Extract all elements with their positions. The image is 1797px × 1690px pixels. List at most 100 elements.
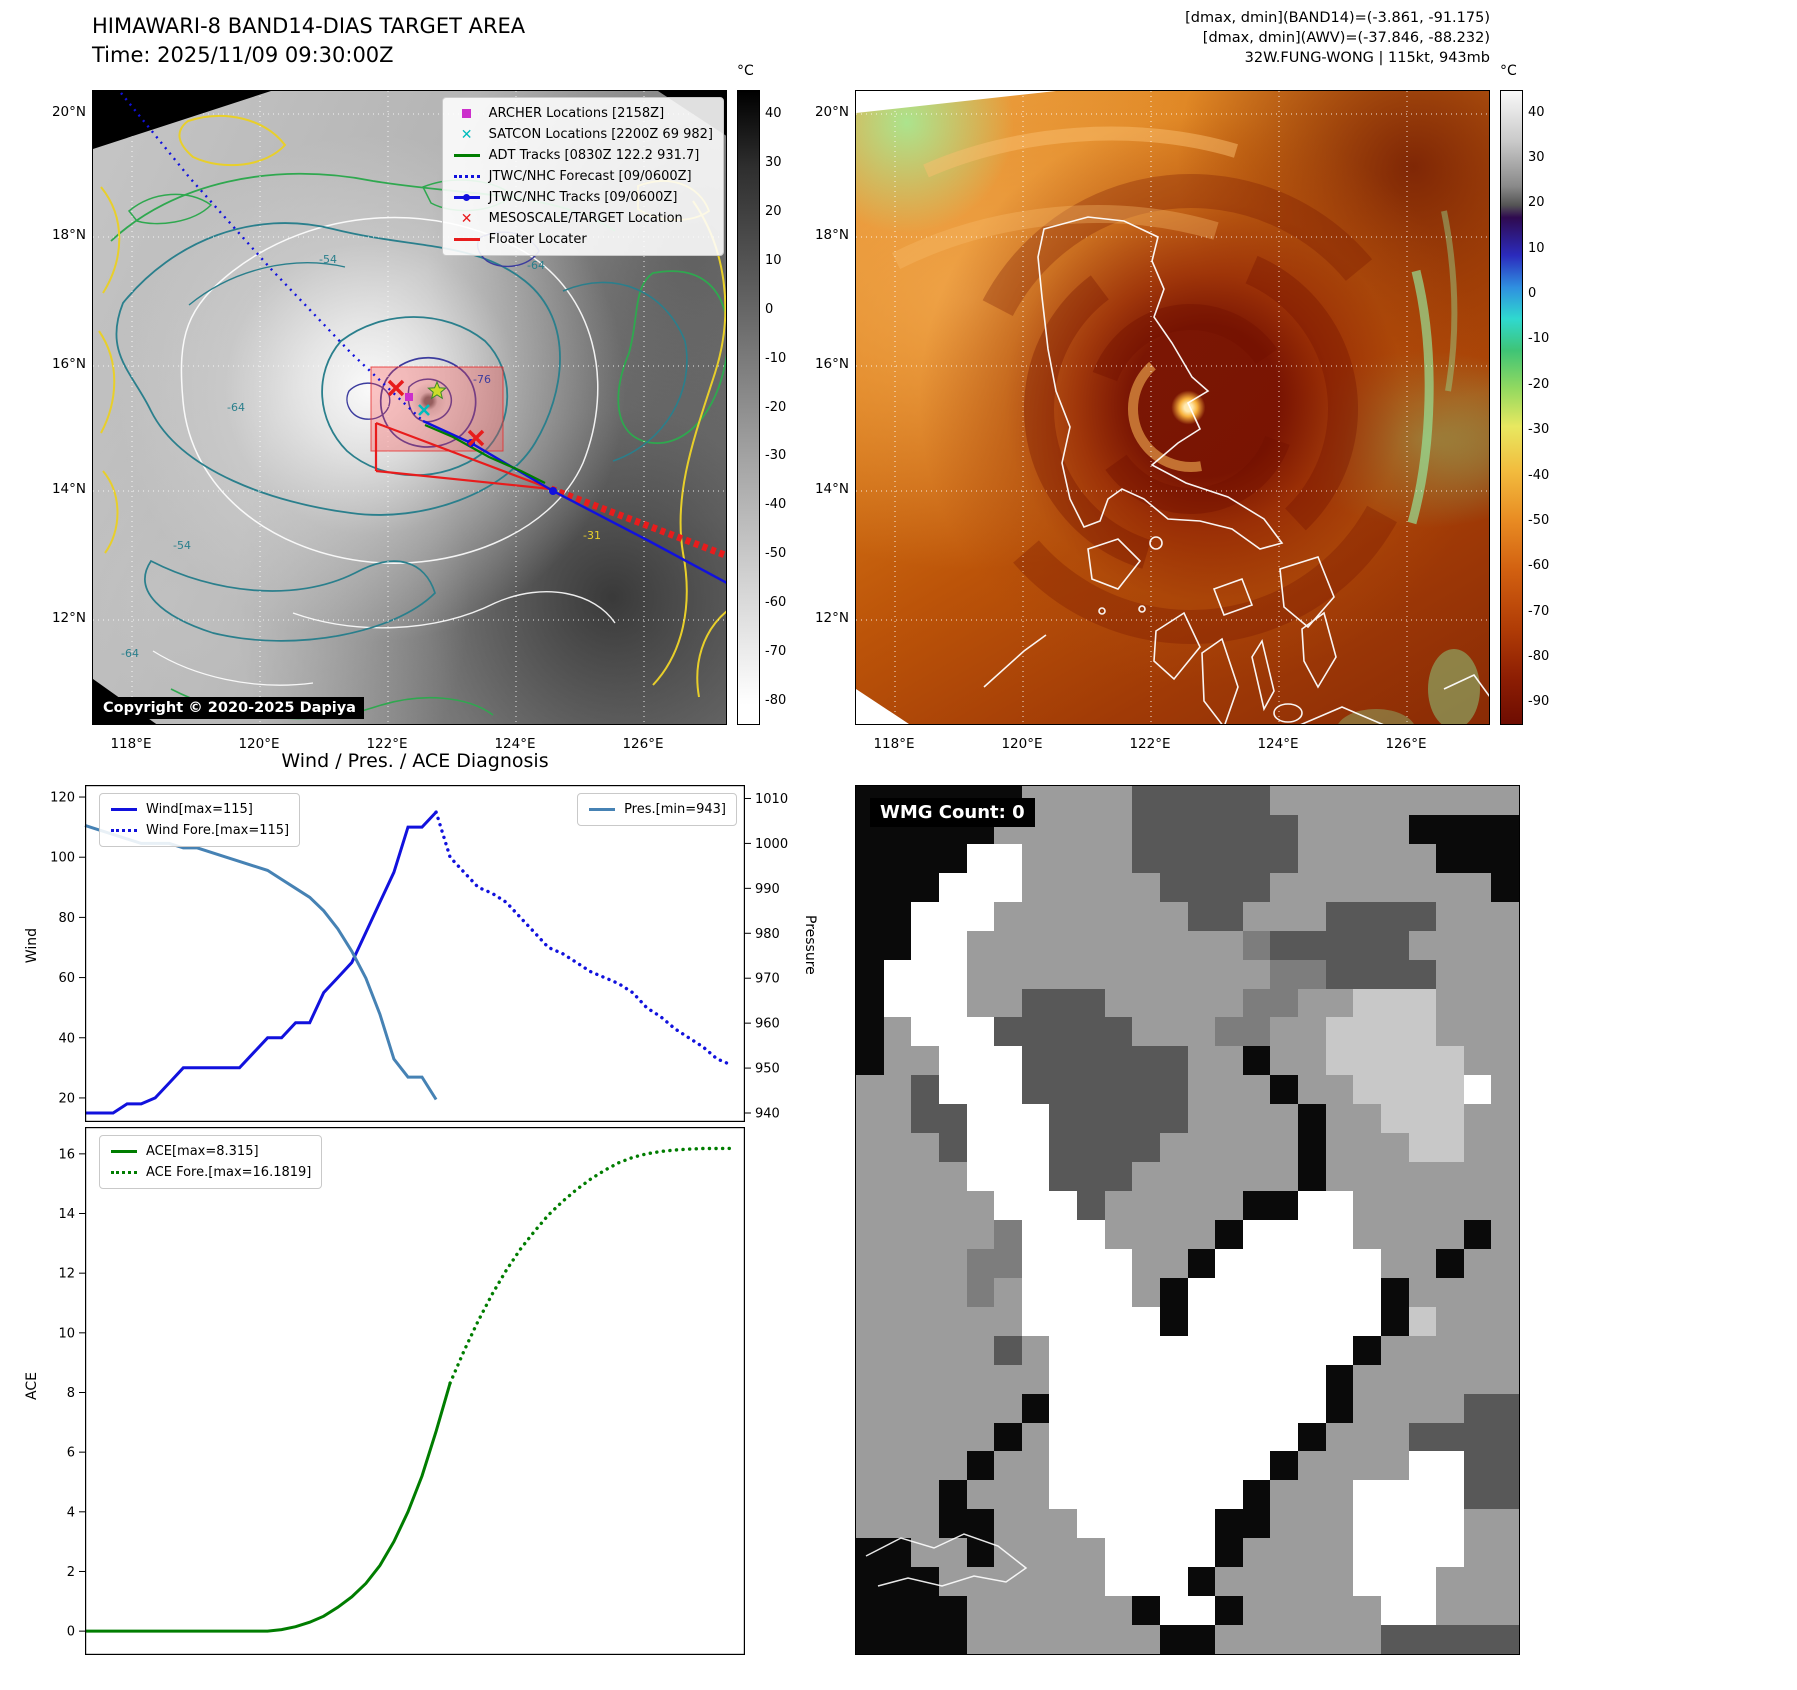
wmg-cell (1132, 1567, 1160, 1597)
wmg-cell (1270, 843, 1298, 873)
wmg-cell (994, 1104, 1022, 1134)
wmg-cell (1077, 930, 1105, 960)
band14-colorbar (737, 90, 760, 725)
wmg-cell (1353, 1133, 1381, 1163)
wmg-cell (1159, 843, 1188, 873)
wmg-cell (1491, 1306, 1519, 1336)
wmg-cell (1132, 1017, 1160, 1047)
wmg-cell (1159, 1422, 1188, 1452)
wmg-cell (1408, 1625, 1437, 1654)
wmg-cell (1491, 1509, 1519, 1539)
wmg-cell (1104, 1306, 1133, 1336)
wmg-cell (938, 1248, 967, 1278)
wmg-cell (1463, 901, 1492, 931)
tick-label: 970 (755, 972, 780, 987)
wmg-cell (1298, 901, 1326, 931)
wmg-cell (1491, 1191, 1519, 1220)
wmg-cell (1380, 930, 1409, 960)
wmg-cell (1325, 988, 1354, 1018)
wmg-cell (1242, 1306, 1271, 1336)
wmg-cell (938, 1509, 967, 1539)
wmg-cell (856, 1567, 884, 1597)
tick-label: 20 (1528, 195, 1545, 211)
wmg-cell (1380, 1075, 1409, 1105)
wmg-cell (1242, 1422, 1271, 1452)
wmg-cell (1132, 1538, 1160, 1568)
wmg-cell (1077, 1596, 1105, 1626)
band14-colorbar-unit: °C (737, 63, 754, 79)
tick-label: 40 (1528, 104, 1545, 120)
wmg-cell (1104, 1248, 1133, 1278)
wmg-cell (1325, 1133, 1354, 1163)
wmg-cell (883, 1219, 912, 1249)
wmg-cell (1159, 1393, 1188, 1423)
wmg-cell (1132, 786, 1160, 815)
wmg-cell (938, 843, 967, 873)
wmg-cell (1049, 1248, 1077, 1278)
wmg-cell (1353, 1191, 1381, 1220)
wmg-count-label: WMG Count: 0 (870, 798, 1035, 827)
wmg-cell (1049, 872, 1077, 902)
wmg-cell (1270, 1393, 1298, 1423)
wmg-cell (1159, 1075, 1188, 1105)
wmg-cell (1159, 1191, 1188, 1220)
wmg-cell (1353, 1075, 1381, 1105)
wmg-cell (1132, 1480, 1160, 1510)
wmg-cell (1077, 988, 1105, 1018)
wmg-cell (1159, 1567, 1188, 1597)
wmg-cell (1298, 786, 1326, 815)
wmg-cell (994, 843, 1022, 873)
wmg-cell (1021, 959, 1050, 989)
wmg-cell (1242, 959, 1271, 989)
wmg-cell (938, 1306, 967, 1336)
wmg-cell (1021, 1219, 1050, 1249)
tick-label: 30 (1528, 150, 1545, 166)
wmg-cell (1187, 901, 1216, 931)
tick-label: -30 (1528, 422, 1550, 438)
wmg-cell (1104, 1191, 1133, 1220)
tick-label: 20°N (814, 104, 849, 120)
wmg-cell (1325, 1422, 1354, 1452)
tick-label: 18°N (814, 227, 849, 243)
ace-legend: ACE[max=8.315] ACE Fore.[max=16.1819] (99, 1135, 323, 1189)
tick-label: 1000 (755, 837, 788, 852)
wmg-cell (911, 1306, 939, 1336)
wmg-cell (1436, 930, 1464, 960)
wmg-cell (1270, 1538, 1298, 1568)
wmg-cell (883, 1075, 912, 1105)
wmg-cell (1021, 843, 1050, 873)
tick-label: 8 (67, 1386, 75, 1401)
wmg-cell (1436, 1422, 1464, 1452)
wmg-cell (1491, 1422, 1519, 1452)
wmg-cell (966, 1191, 995, 1220)
wmg-cell (911, 1480, 939, 1510)
wmg-cell (1353, 1219, 1381, 1249)
wmg-cell (1215, 1133, 1243, 1163)
wmg-cell (1159, 1133, 1188, 1163)
pressure-legend: Pres.[min=943] (577, 793, 737, 826)
wmg-cell (1463, 1046, 1492, 1076)
dotted-blue-icon (453, 170, 481, 184)
wmg-cell (1380, 1162, 1409, 1192)
band14-colorbar-ticks: 40 30 20 10 0 -10 -20 -30 -40 -50 -60 -70 -80 (765, 90, 811, 725)
wmg-cell (1104, 1393, 1133, 1423)
wmg-cell (1104, 1596, 1133, 1626)
wmg-cell (1215, 959, 1243, 989)
wmg-cell (856, 1219, 884, 1249)
wmg-cell (1298, 1567, 1326, 1597)
wmg-cell (938, 1480, 967, 1510)
wmg-cell (1021, 1451, 1050, 1481)
wmg-cell (994, 872, 1022, 902)
wind-chart-series (84, 823, 438, 1101)
wmg-cell (1104, 843, 1133, 873)
line-green-icon (110, 1145, 138, 1159)
wmg-cell (1353, 786, 1381, 815)
wmg-cell (1021, 1625, 1050, 1654)
wmg-cell (1187, 1596, 1216, 1626)
wmg-cell (1215, 1596, 1243, 1626)
tick-label: -20 (1528, 376, 1550, 392)
wmg-cell (1159, 1625, 1188, 1654)
wmg-cell (938, 1625, 967, 1654)
contour-label: -54 (173, 539, 191, 552)
wmg-cell (1298, 843, 1326, 873)
